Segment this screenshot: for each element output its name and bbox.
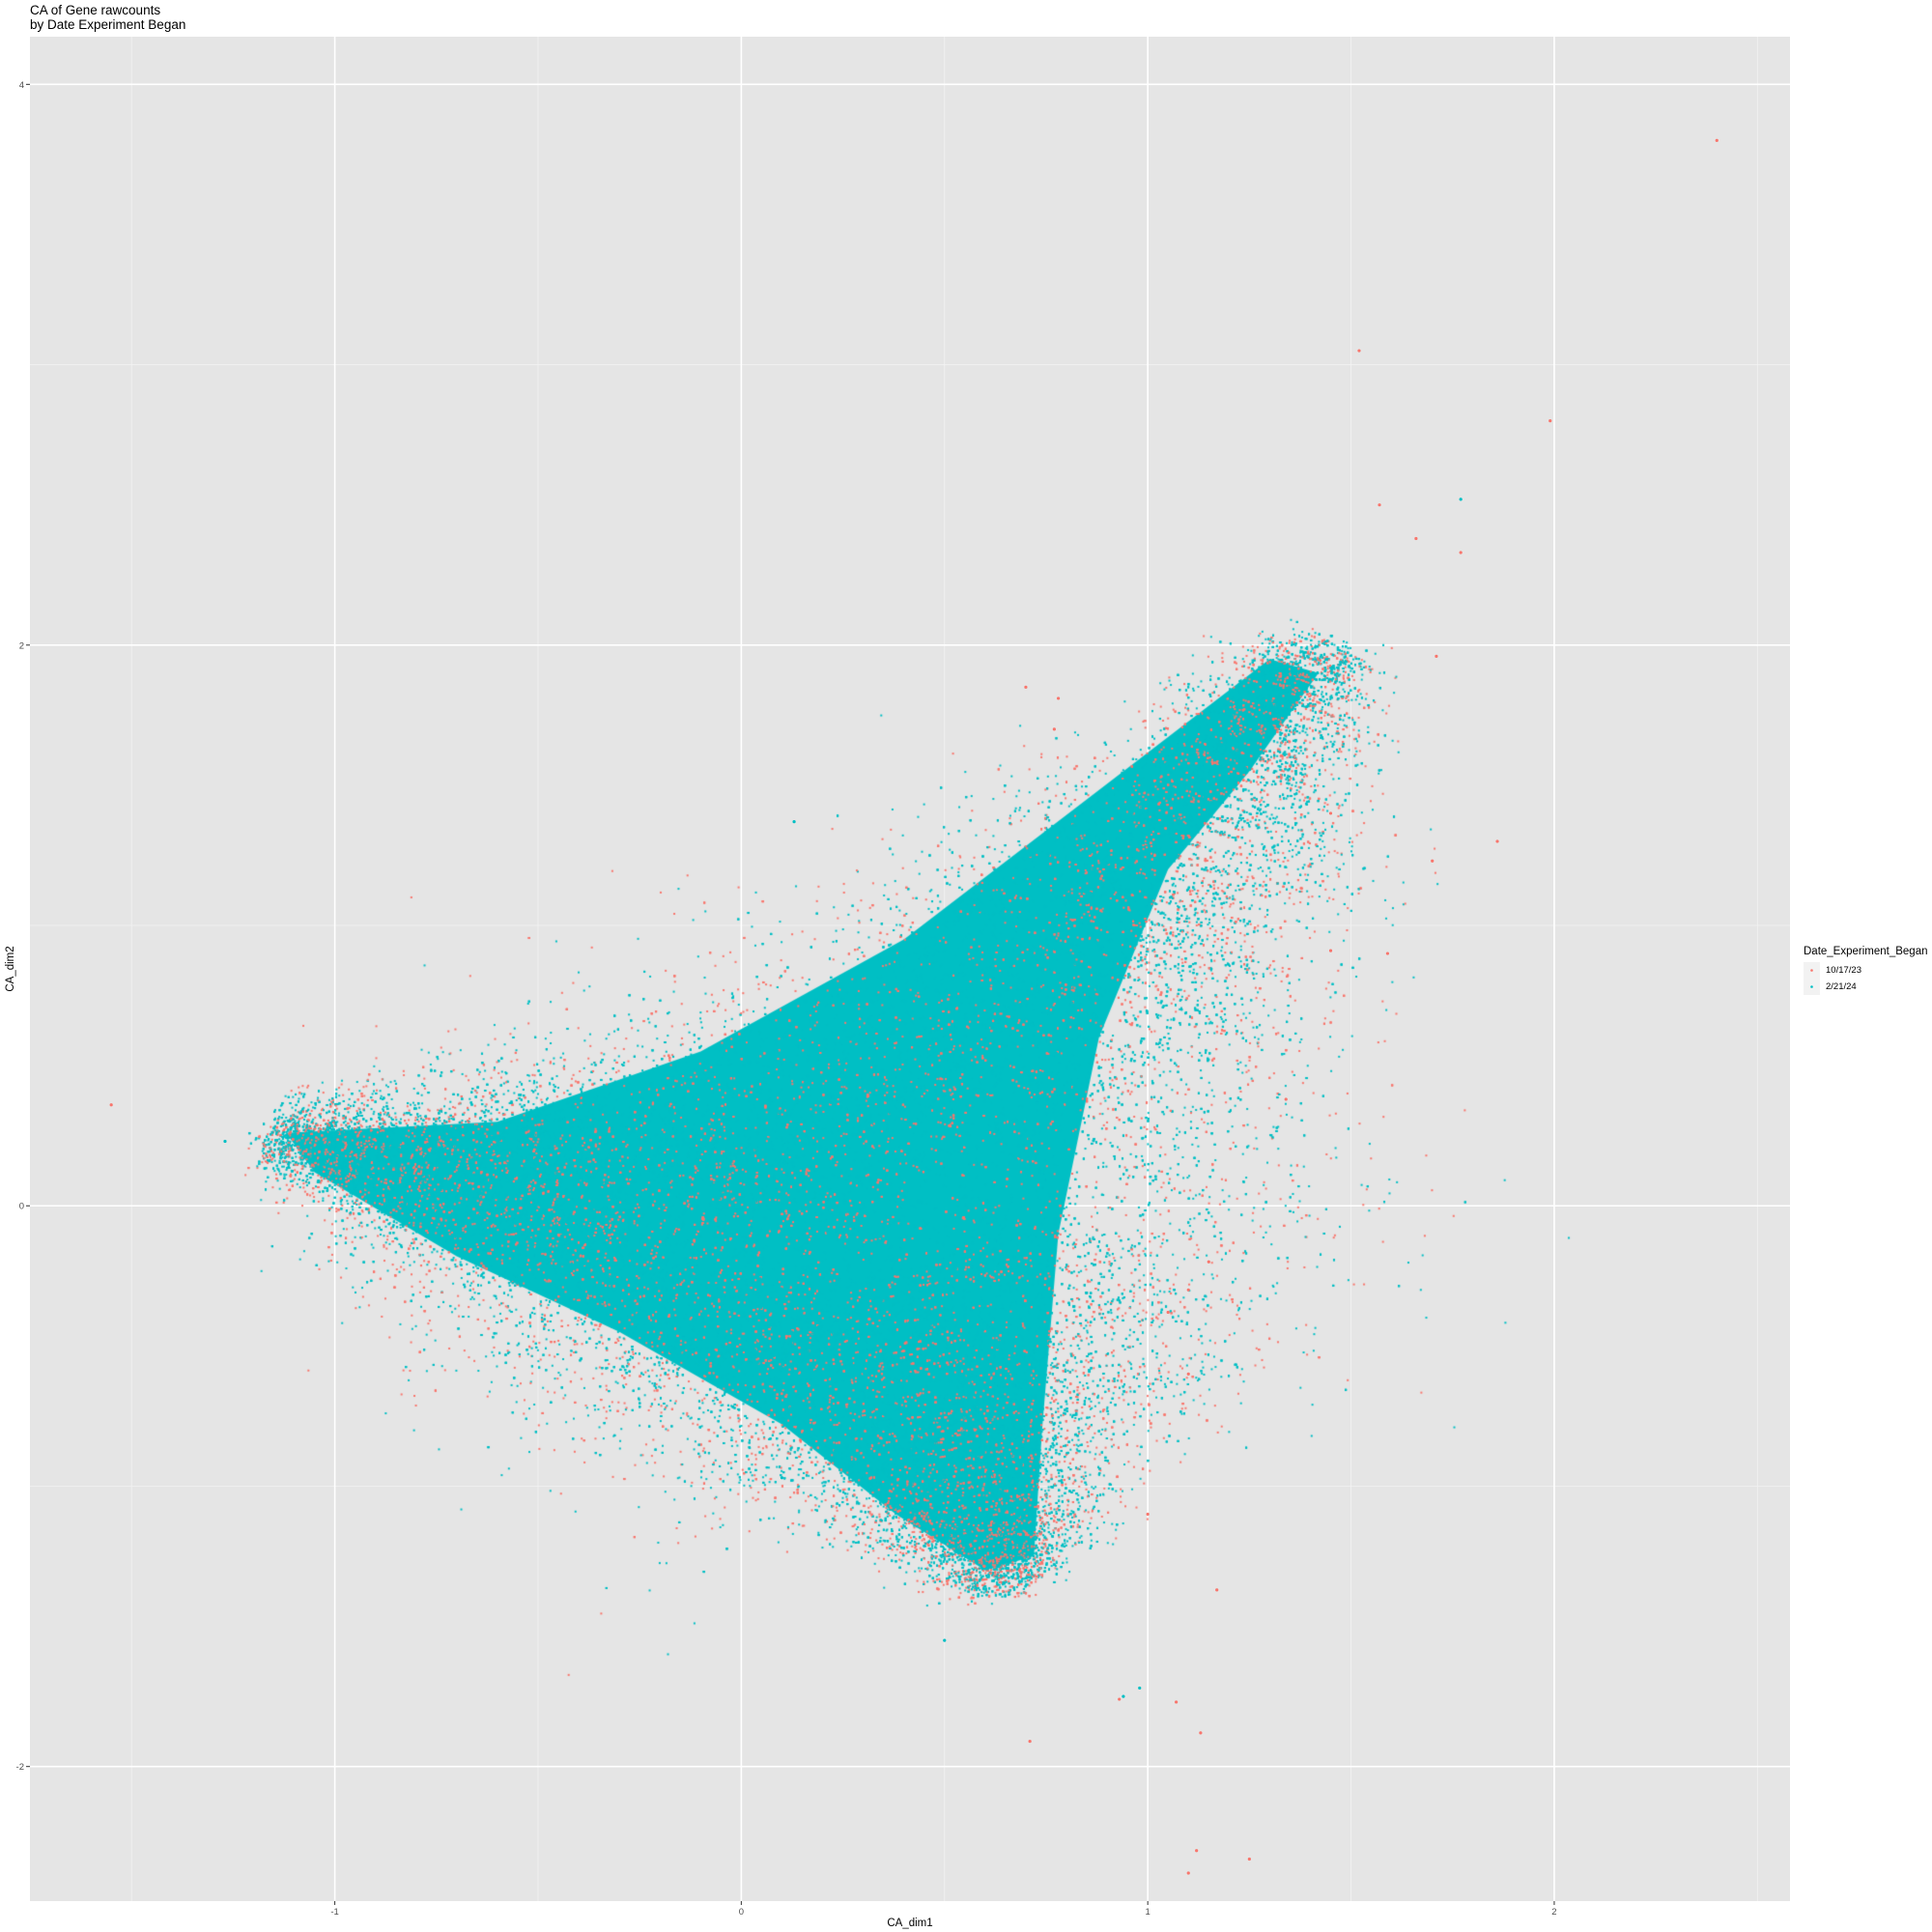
- outlier-point: [1138, 1686, 1142, 1690]
- outlier-point: [1052, 727, 1056, 731]
- outlier-point: [1385, 952, 1390, 955]
- outlier-point: [792, 820, 796, 824]
- x-tick-label: -1: [330, 1907, 338, 1918]
- legend-label-1: 10/17/23: [1826, 965, 1861, 976]
- legend: Date_Experiment_Began 10/17/23 2/21/24: [1804, 946, 1928, 995]
- outlier-point: [1146, 1512, 1150, 1517]
- outlier-point: [1328, 949, 1333, 952]
- legend-title: Date_Experiment_Began: [1804, 946, 1928, 957]
- outlier-point: [109, 1103, 113, 1107]
- chart-subtitle: by Date Experiment Began: [30, 17, 185, 32]
- outlier-point: [1247, 1857, 1251, 1861]
- y-tick-label: 0: [19, 1202, 24, 1212]
- y-tick-label: 4: [19, 80, 24, 91]
- outlier-point: [1118, 1697, 1122, 1701]
- outlier-point: [943, 1638, 947, 1642]
- y-tick-label: -2: [16, 1762, 24, 1773]
- outlier-point: [1378, 503, 1381, 507]
- outlier-point: [1199, 1731, 1203, 1735]
- outlier-point: [223, 1139, 227, 1144]
- outlier-point: [1122, 1694, 1125, 1698]
- outlier-point: [1207, 1260, 1210, 1264]
- outlier-point: [1495, 839, 1499, 843]
- legend-key-dot: [1810, 969, 1813, 972]
- outlier-point: [1328, 811, 1333, 815]
- outlier-point: [1715, 138, 1719, 142]
- point-cloud: [30, 37, 1790, 1901]
- outlier-point: [1459, 497, 1463, 501]
- y-tick-label: 2: [19, 640, 24, 651]
- legend-keys: [1804, 962, 1820, 995]
- outlier-point: [1024, 1568, 1028, 1573]
- outlier-point: [1024, 685, 1028, 689]
- outlier-point: [1056, 696, 1061, 700]
- outlier-point: [1435, 654, 1438, 658]
- x-axis-ticks: -1 0 1 2: [330, 1901, 1557, 1918]
- outlier-point: [1548, 419, 1552, 423]
- outlier-point: [1431, 859, 1435, 863]
- outlier-point: [1459, 551, 1463, 554]
- outlier-point: [1028, 1739, 1032, 1744]
- outlier-point: [1186, 1372, 1190, 1376]
- outlier-point: [1284, 1097, 1288, 1101]
- y-axis-ticks: -2 0 2 4: [16, 80, 30, 1773]
- outlier-point: [1166, 1310, 1170, 1315]
- outlier-point: [1186, 1871, 1190, 1875]
- outlier-point: [1195, 1849, 1199, 1853]
- x-axis-title: CA_dim1: [887, 1918, 932, 1929]
- outlier-point: [1414, 536, 1418, 541]
- plot-panel: [30, 37, 1790, 1901]
- x-tick-label: 2: [1551, 1907, 1556, 1918]
- x-tick-label: 0: [739, 1907, 744, 1918]
- legend-label-2: 2/21/24: [1826, 981, 1857, 992]
- outlier-point: [1175, 1700, 1179, 1704]
- legend-key-dot: [1810, 985, 1813, 988]
- y-axis-title: CA_dim2: [5, 946, 16, 991]
- outlier-point: [1186, 1288, 1190, 1292]
- outlier-point: [780, 1476, 784, 1480]
- x-tick-label: 1: [1146, 1907, 1151, 1918]
- outlier-point: [1215, 1588, 1219, 1592]
- outlier-point: [1357, 349, 1361, 353]
- chart-title: CA of Gene rawcounts: [30, 3, 160, 17]
- outlier-points: [109, 138, 1719, 1875]
